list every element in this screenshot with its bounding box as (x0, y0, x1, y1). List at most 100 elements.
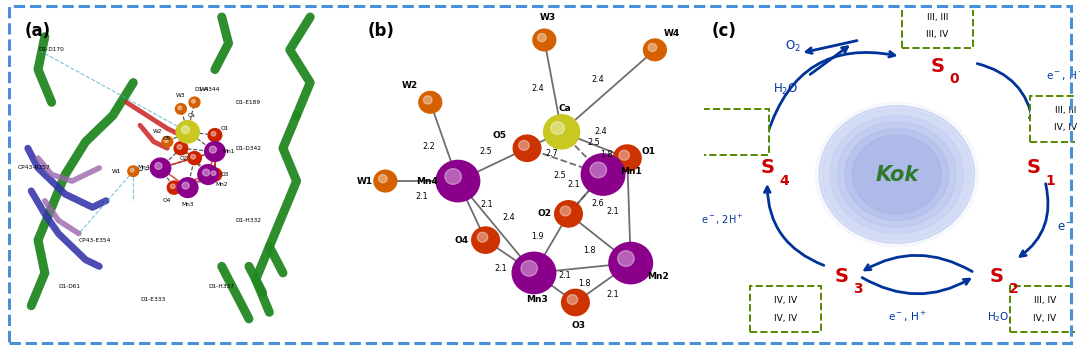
Ellipse shape (823, 109, 971, 240)
Circle shape (208, 128, 221, 142)
Circle shape (644, 39, 666, 61)
Text: IV, IV: IV, IV (774, 314, 797, 323)
Circle shape (423, 96, 432, 104)
Circle shape (162, 136, 173, 147)
Text: 1.9: 1.9 (531, 232, 543, 240)
Text: H$_2$O: H$_2$O (773, 82, 798, 97)
Text: S: S (760, 158, 774, 177)
Text: O5: O5 (492, 131, 507, 140)
Text: (c): (c) (712, 22, 737, 40)
Circle shape (555, 201, 582, 227)
Text: IV, IV: IV, IV (1054, 124, 1077, 132)
Text: D1-D342: D1-D342 (235, 146, 261, 151)
Text: S: S (1027, 158, 1041, 177)
FancyBboxPatch shape (699, 109, 769, 155)
Text: D1-E333: D1-E333 (140, 297, 165, 302)
Circle shape (191, 155, 195, 159)
Circle shape (581, 154, 625, 195)
Circle shape (590, 162, 607, 178)
Circle shape (127, 166, 138, 177)
Text: III, III: III, III (1055, 106, 1076, 115)
Circle shape (445, 169, 461, 184)
Text: 2.4: 2.4 (591, 75, 604, 84)
Circle shape (513, 135, 541, 161)
Circle shape (177, 178, 198, 198)
Text: S: S (834, 267, 848, 286)
Circle shape (374, 170, 396, 192)
Text: 2.4: 2.4 (531, 84, 543, 93)
Text: e$^-$: e$^-$ (1057, 221, 1074, 233)
Text: 2.4: 2.4 (594, 127, 607, 135)
Circle shape (191, 99, 195, 103)
Circle shape (532, 29, 556, 51)
Ellipse shape (831, 116, 963, 233)
FancyBboxPatch shape (1030, 96, 1080, 142)
Ellipse shape (819, 106, 974, 243)
Text: O4: O4 (163, 198, 172, 203)
Text: Mn4: Mn4 (416, 177, 437, 186)
Circle shape (176, 121, 200, 143)
Circle shape (551, 121, 565, 135)
Text: 1: 1 (1045, 174, 1055, 188)
Text: 2.2: 2.2 (422, 142, 435, 151)
Text: W3: W3 (176, 93, 186, 98)
Text: CP43-E354: CP43-E354 (79, 238, 111, 243)
Text: 2.1: 2.1 (606, 290, 619, 299)
Circle shape (543, 115, 580, 149)
Ellipse shape (815, 102, 978, 247)
Text: Ca: Ca (187, 113, 195, 118)
Text: 1.8: 1.8 (578, 279, 591, 288)
Text: W2: W2 (402, 81, 418, 90)
Text: 2.5: 2.5 (480, 147, 491, 156)
Text: 2.7: 2.7 (545, 149, 557, 158)
Text: Mn1: Mn1 (222, 149, 234, 154)
Text: IV, IV: IV, IV (774, 296, 797, 305)
Text: W4: W4 (664, 29, 680, 38)
Text: O1: O1 (221, 126, 229, 131)
Text: III, IV: III, IV (927, 30, 948, 39)
Text: 2.1: 2.1 (416, 192, 428, 201)
Circle shape (613, 145, 642, 171)
Text: Ca: Ca (558, 104, 571, 113)
Text: S: S (989, 267, 1003, 286)
Text: Kok: Kok (875, 164, 918, 185)
Circle shape (419, 91, 442, 113)
Circle shape (203, 169, 210, 176)
Text: H$_2$O: H$_2$O (987, 310, 1010, 324)
Text: 2.4: 2.4 (502, 213, 515, 222)
Ellipse shape (852, 135, 942, 214)
Text: O2: O2 (180, 156, 189, 161)
Circle shape (212, 171, 216, 176)
Text: 2.6: 2.6 (592, 199, 605, 208)
Circle shape (171, 184, 175, 188)
Text: IV, IV: IV, IV (1034, 314, 1056, 323)
Circle shape (436, 161, 480, 202)
Text: 2.1: 2.1 (567, 180, 580, 189)
Circle shape (512, 252, 556, 294)
Circle shape (183, 182, 189, 189)
Text: O3: O3 (221, 172, 229, 177)
Text: S: S (931, 57, 945, 76)
Text: D1-E189: D1-E189 (235, 100, 260, 105)
Text: O4: O4 (455, 236, 469, 245)
Circle shape (150, 158, 171, 178)
Circle shape (208, 168, 221, 181)
Text: 2.1: 2.1 (480, 200, 492, 209)
Circle shape (167, 181, 181, 194)
Text: W3: W3 (540, 13, 556, 22)
Text: 2.5: 2.5 (553, 171, 566, 180)
Text: e$^-$, H$^+$: e$^-$, H$^+$ (889, 310, 928, 324)
Circle shape (561, 206, 570, 216)
Circle shape (609, 243, 652, 284)
Text: D1-D170: D1-D170 (38, 47, 64, 52)
Text: 1.8: 1.8 (583, 246, 596, 254)
Text: Mn4: Mn4 (137, 165, 150, 170)
FancyBboxPatch shape (903, 2, 973, 48)
Circle shape (477, 232, 488, 242)
Text: D1-H337: D1-H337 (208, 283, 234, 289)
Text: W2: W2 (152, 129, 162, 134)
Text: Mn3: Mn3 (181, 201, 194, 207)
Text: e$^-$, H$^+$: e$^-$, H$^+$ (1045, 69, 1080, 83)
Text: III, IV: III, IV (1034, 296, 1056, 305)
Ellipse shape (837, 122, 956, 227)
